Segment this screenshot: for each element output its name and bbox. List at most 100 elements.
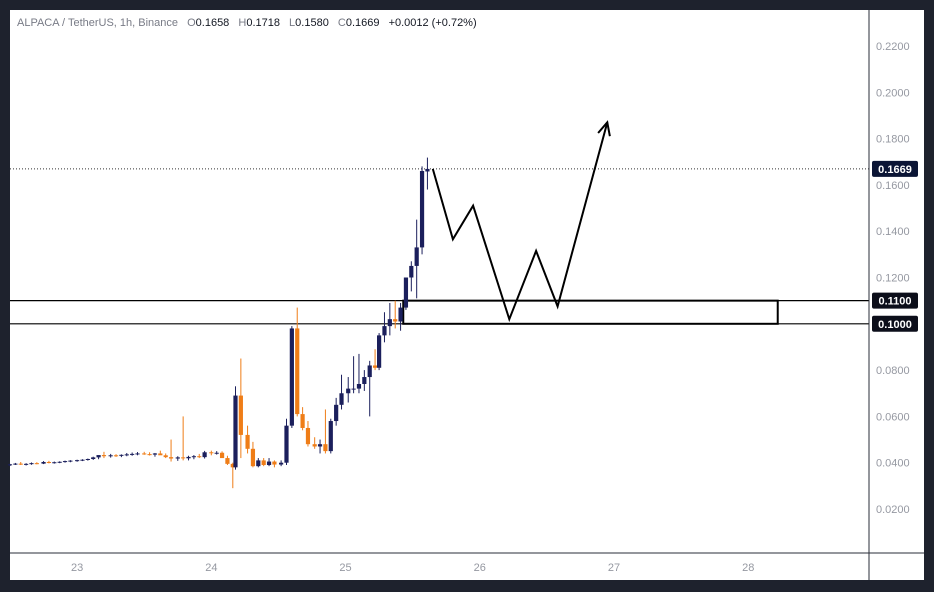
candle-body (214, 452, 219, 454)
close-value: 0.1669 (345, 17, 380, 29)
x-tick-label: 26 (474, 562, 486, 574)
x-tick-label: 27 (608, 562, 620, 574)
candle-body (238, 395, 243, 435)
candle-body (351, 388, 356, 390)
candle-body (142, 453, 147, 455)
candle-body (225, 458, 230, 464)
candle-body (101, 455, 107, 457)
candle-body (367, 365, 372, 378)
candle-body (317, 444, 323, 447)
candle-body (52, 462, 57, 464)
candle-body (312, 444, 317, 447)
candle-body (256, 460, 261, 467)
candle-body (34, 463, 39, 465)
price-label-bg (872, 160, 918, 177)
chart-frame (10, 10, 924, 580)
low-label: L (289, 17, 296, 29)
candle-body (261, 460, 266, 466)
candle-body (57, 461, 62, 463)
x-tick-label: 28 (742, 562, 754, 574)
candle-body (147, 454, 152, 456)
y-tick-label: 0.0200 (876, 504, 910, 516)
high-label: H (238, 17, 247, 29)
projection-path[interactable] (431, 122, 609, 323)
candle-body (305, 427, 311, 445)
y-tick-label: 0.1800 (876, 134, 910, 146)
candle-body (245, 434, 250, 449)
candle-body (339, 393, 344, 405)
candle-body (108, 455, 113, 457)
price-label: 0.1000 (878, 319, 912, 331)
y-tick-label: 0.0400 (876, 458, 910, 470)
change-value: +0.0012 (+0.72%) (388, 17, 477, 29)
candle-body (91, 457, 96, 459)
candle-body (41, 462, 46, 464)
candle-body (393, 319, 398, 322)
candle-body (387, 319, 392, 327)
candle-body (289, 328, 294, 426)
candle-body (284, 425, 289, 463)
candle-body (377, 335, 382, 368)
candle-body (272, 461, 277, 465)
candle-body (334, 404, 339, 422)
y-tick-label: 0.0600 (876, 411, 910, 423)
candle-body (409, 265, 414, 278)
candle-body (197, 456, 202, 458)
candle-body (29, 463, 34, 465)
candle-body (202, 452, 207, 458)
candle-body (46, 462, 52, 464)
candle-body (13, 463, 18, 465)
y-tick-label: 0.1200 (876, 273, 910, 285)
axes: 0.0200 0.0400 0.0600 0.0800 0.1000 0.1200 0.14… (10, 10, 924, 580)
candle-body (403, 277, 409, 308)
candle-body (18, 463, 23, 465)
y-tick-label: 0.1600 (876, 180, 910, 192)
candle-body (80, 459, 85, 461)
x-tick-label: 24 (205, 562, 217, 574)
candle-body (414, 247, 419, 266)
candle-body (356, 383, 362, 389)
price-label-bg (872, 292, 918, 309)
candle-body (425, 168, 430, 172)
candle-body (191, 456, 196, 458)
plot-area (7, 120, 869, 489)
candle-body (168, 457, 174, 459)
candle-body (68, 460, 73, 462)
price-label-bg (872, 315, 918, 332)
candle-body (186, 456, 191, 459)
candle-body (419, 171, 425, 248)
candle-body (219, 452, 225, 459)
candle-body (119, 454, 124, 456)
candle-body (158, 453, 163, 456)
candle-body (279, 462, 284, 465)
candle-body (135, 453, 140, 455)
price-label: 0.1669 (878, 164, 912, 176)
candle-body (295, 328, 300, 415)
candle-body (328, 421, 333, 452)
candle-body (62, 461, 68, 463)
open-value: 0.1658 (195, 17, 230, 29)
candle-body (163, 455, 168, 458)
symbol-legend: ALPACA / TetherUS, 1h, Binance O0.1658 H… (17, 17, 477, 29)
y-tick-label: 0.2200 (876, 41, 910, 53)
candle-body (233, 395, 238, 468)
open-label: O (187, 17, 196, 29)
candle-body (250, 448, 256, 467)
support-zone-box[interactable] (402, 299, 779, 325)
close-label: C (337, 17, 346, 29)
x-tick-label: 25 (339, 562, 351, 574)
candle-body (75, 460, 80, 462)
candle-body (130, 453, 135, 455)
y-tick-label: 0.0800 (876, 365, 910, 377)
symbol-name: ALPACA / TetherUS, 1h, Binance (17, 17, 179, 29)
price-label: 0.1100 (878, 296, 911, 308)
candle-body (113, 455, 119, 457)
high-value: 0.1718 (246, 17, 280, 29)
candle-body (382, 326, 387, 336)
projection-arrowhead (597, 120, 611, 137)
candle-body (7, 464, 13, 466)
candle-body (230, 463, 235, 468)
candle-body (300, 414, 305, 428)
candle-body (24, 463, 29, 465)
